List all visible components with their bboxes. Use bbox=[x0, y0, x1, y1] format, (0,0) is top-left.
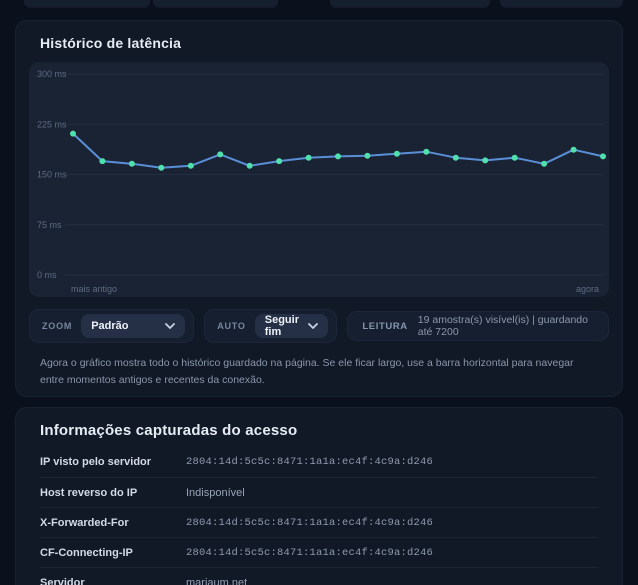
table-row: X-Forwarded-For 2804:14d:5c5c:8471:1a1a:… bbox=[40, 507, 598, 537]
top-cropped-card bbox=[500, 0, 623, 7]
chart-now-label: agora bbox=[575, 284, 599, 294]
latency-line-chart: 300 ms 225 ms 150 ms 75 ms 0 ms bbox=[37, 69, 606, 280]
chevron-down-icon bbox=[308, 323, 319, 329]
table-row: Host reverso do IP Indisponível bbox=[40, 477, 598, 507]
row-value: 2804:14d:5c5c:8471:1a1a:ec4f:4c9a:d246 bbox=[186, 516, 434, 529]
zoom-selected-value: Padrão bbox=[91, 320, 129, 332]
svg-text:225 ms: 225 ms bbox=[37, 119, 67, 129]
row-value: 2804:14d:5c5c:8471:1a1a:ec4f:4c9a:d246 bbox=[186, 546, 434, 559]
table-row: CF-Connecting-IP 2804:14d:5c5c:8471:1a1a… bbox=[40, 537, 598, 567]
latency-history-card: Histórico de latência 300 ms 225 ms 150 ms… bbox=[15, 20, 623, 397]
auto-label: AUTO bbox=[217, 321, 246, 331]
row-label: X-Forwarded-For bbox=[40, 516, 129, 529]
svg-text:75 ms: 75 ms bbox=[37, 220, 62, 230]
latency-chart-panel[interactable]: 300 ms 225 ms 150 ms 75 ms 0 ms mais antigo … bbox=[29, 62, 609, 297]
row-label: IP visto pelo servidor bbox=[40, 456, 152, 468]
chart-description: Agora o gráfico mostra todo o histórico … bbox=[40, 357, 574, 387]
table-row: IP visto pelo servidor 2804:14d:5c5c:847… bbox=[40, 447, 598, 477]
chevron-down-icon bbox=[165, 323, 176, 329]
auto-follow-select[interactable]: Seguir fim bbox=[254, 314, 329, 338]
auto-control-group: AUTO Seguir fim bbox=[204, 309, 338, 343]
reading-label: LEITURA bbox=[362, 320, 408, 332]
reading-value: 19 amostra(s) visível(is) | guardando at… bbox=[417, 314, 588, 338]
top-cropped-card bbox=[330, 0, 490, 7]
row-label: CF-Connecting-IP bbox=[40, 546, 133, 559]
svg-text:150 ms: 150 ms bbox=[37, 170, 67, 180]
top-cropped-cards bbox=[0, 0, 638, 8]
access-info-card: Informações capturadas do acesso IP vist… bbox=[15, 407, 623, 585]
top-cropped-card bbox=[153, 0, 278, 7]
chart-x-axis-labels: mais antigo agora bbox=[29, 284, 609, 294]
table-row: Servidor mariaum.net bbox=[40, 567, 598, 585]
svg-text:0 ms: 0 ms bbox=[37, 270, 57, 280]
zoom-select[interactable]: Padrão bbox=[81, 314, 186, 338]
row-value: Indisponível bbox=[186, 486, 245, 499]
chart-controls-row: ZOOM Padrão AUTO Seguir fim LEITURA 19 a… bbox=[29, 309, 609, 343]
zoom-label: ZOOM bbox=[42, 321, 73, 331]
top-cropped-card bbox=[24, 0, 150, 7]
latency-card-title: Histórico de latência bbox=[40, 35, 182, 51]
row-label: Host reverso do IP bbox=[40, 486, 138, 499]
zoom-control-group: ZOOM Padrão bbox=[29, 309, 195, 343]
reading-status-pill: LEITURA 19 amostra(s) visível(is) | guar… bbox=[347, 311, 609, 341]
access-info-table: IP visto pelo servidor 2804:14d:5c5c:847… bbox=[40, 447, 598, 585]
auto-selected-value: Seguir fim bbox=[264, 314, 299, 338]
svg-text:300 ms: 300 ms bbox=[37, 69, 67, 79]
row-value: mariaum.net bbox=[186, 576, 248, 585]
chart-oldest-label: mais antigo bbox=[71, 284, 118, 294]
row-value: 2804:14d:5c5c:8471:1a1a:ec4f:4c9a:d246 bbox=[186, 456, 434, 468]
row-label: Servidor bbox=[40, 576, 85, 585]
access-card-title: Informações capturadas do acesso bbox=[40, 422, 298, 439]
